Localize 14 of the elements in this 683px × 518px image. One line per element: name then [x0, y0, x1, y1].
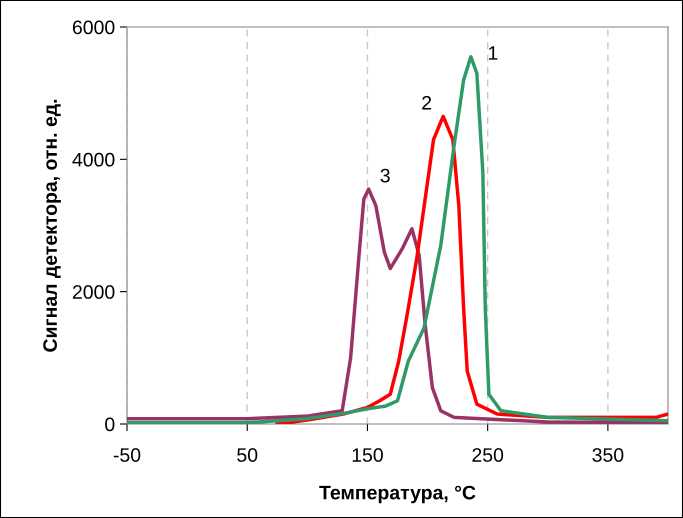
x-tick-label: 50	[237, 448, 258, 462]
y-axis-title: Сигнал детектора, отн. ед.	[43, 100, 61, 352]
y-tick-label: 6000	[72, 20, 114, 34]
x-tick-label: 150	[352, 448, 383, 462]
series-label: 1	[488, 46, 498, 60]
x-tick-label: 250	[472, 448, 504, 462]
y-tick-label: 2000	[72, 285, 114, 299]
x-tick-label: -50	[114, 448, 140, 462]
y-tick-label: 0	[105, 417, 114, 432]
series-label: 2	[422, 96, 432, 110]
x-tick-label: 350	[592, 448, 624, 462]
x-axis-title: Температура, °C	[319, 486, 476, 504]
y-tick-label: 4000	[72, 152, 114, 167]
series-label: 3	[380, 168, 390, 182]
